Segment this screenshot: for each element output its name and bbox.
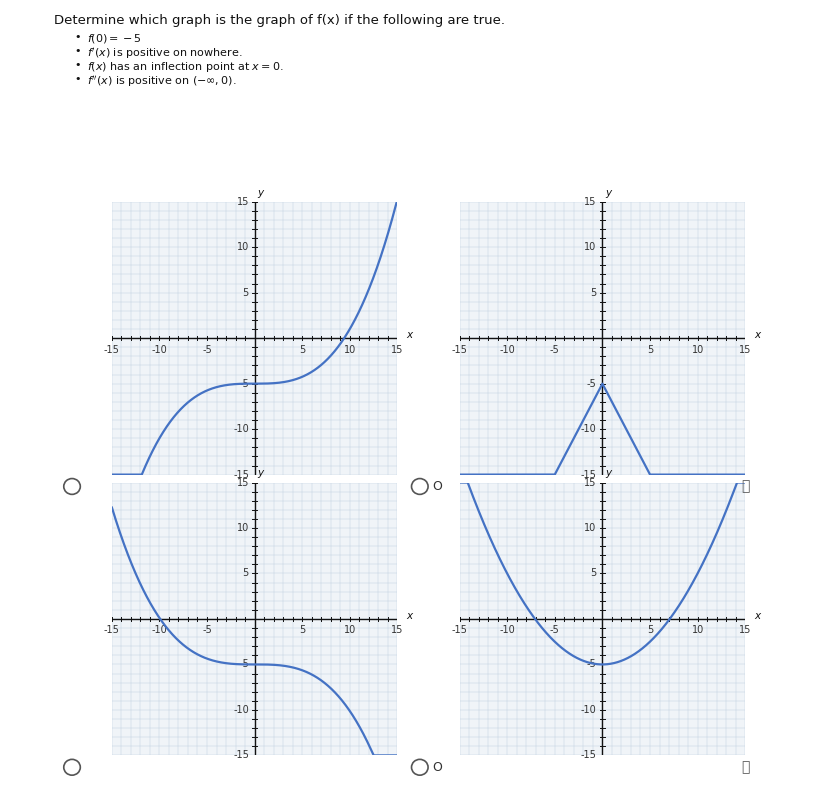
Text: •: •: [74, 60, 81, 70]
Text: $f(0) = -5$: $f(0) = -5$: [87, 32, 141, 44]
Text: -15: -15: [232, 470, 249, 479]
Text: 5: 5: [242, 569, 249, 578]
Text: •: •: [74, 32, 81, 42]
Text: 15: 15: [391, 345, 403, 354]
Text: 5: 5: [590, 288, 596, 297]
Text: -15: -15: [580, 751, 596, 760]
Text: $f''(x)$ is positive on $(-\infty, 0)$.: $f''(x)$ is positive on $(-\infty, 0)$.: [87, 74, 237, 89]
Text: -5: -5: [239, 379, 249, 388]
Text: 15: 15: [584, 197, 596, 206]
Text: $x$: $x$: [753, 611, 762, 621]
Text: •: •: [74, 46, 81, 56]
Text: 10: 10: [343, 345, 356, 354]
Text: $x$: $x$: [405, 611, 414, 621]
Text: -10: -10: [151, 626, 167, 635]
Text: -10: -10: [151, 345, 167, 354]
Text: O: O: [432, 761, 442, 774]
Text: 15: 15: [584, 478, 596, 487]
Text: -5: -5: [239, 660, 249, 669]
Text: 15: 15: [237, 197, 249, 206]
Text: -15: -15: [451, 626, 467, 635]
Text: -15: -15: [232, 751, 249, 760]
Text: 15: 15: [391, 626, 403, 635]
Text: -10: -10: [233, 424, 249, 434]
Text: 10: 10: [584, 523, 596, 533]
Text: -5: -5: [202, 345, 212, 354]
Text: $y$: $y$: [257, 468, 265, 480]
Text: 5: 5: [590, 569, 596, 578]
Text: 15: 15: [237, 478, 249, 487]
Text: •: •: [74, 74, 81, 85]
Text: 5: 5: [299, 626, 305, 635]
Text: 15: 15: [739, 626, 750, 635]
Text: -5: -5: [202, 626, 212, 635]
Text: -15: -15: [103, 626, 120, 635]
Text: -15: -15: [103, 345, 120, 354]
Text: ⓘ: ⓘ: [740, 479, 748, 494]
Text: 5: 5: [242, 288, 249, 297]
Text: 5: 5: [299, 345, 305, 354]
Text: 15: 15: [739, 345, 750, 354]
Text: $y$: $y$: [257, 187, 265, 199]
Text: 5: 5: [646, 626, 653, 635]
Text: 5: 5: [646, 345, 653, 354]
Text: $x$: $x$: [753, 331, 762, 340]
Text: -5: -5: [586, 660, 596, 669]
Text: O: O: [432, 480, 442, 493]
Text: $f'(x)$ is positive on nowhere.: $f'(x)$ is positive on nowhere.: [87, 46, 242, 61]
Text: 10: 10: [237, 242, 249, 252]
Text: -5: -5: [586, 379, 596, 388]
Text: 10: 10: [237, 523, 249, 533]
Text: 10: 10: [343, 626, 356, 635]
Text: 10: 10: [584, 242, 596, 252]
Text: -15: -15: [451, 345, 467, 354]
Text: 10: 10: [691, 626, 703, 635]
Text: -10: -10: [581, 705, 596, 715]
Text: -15: -15: [580, 470, 596, 479]
Text: $x$: $x$: [405, 331, 414, 340]
Text: Determine which graph is the graph of f(x) if the following are true.: Determine which graph is the graph of f(…: [54, 14, 504, 27]
Text: -10: -10: [581, 424, 596, 434]
Text: -10: -10: [233, 705, 249, 715]
Text: $f(x)$ has an inflection point at $x = 0$.: $f(x)$ has an inflection point at $x = 0…: [87, 60, 283, 74]
Text: -5: -5: [549, 345, 559, 354]
Text: -10: -10: [499, 345, 514, 354]
Text: 10: 10: [691, 345, 703, 354]
Text: -5: -5: [549, 626, 559, 635]
Text: $y$: $y$: [605, 468, 613, 480]
Text: -10: -10: [499, 626, 514, 635]
Text: ⓘ: ⓘ: [740, 760, 748, 774]
Text: $y$: $y$: [605, 187, 613, 199]
